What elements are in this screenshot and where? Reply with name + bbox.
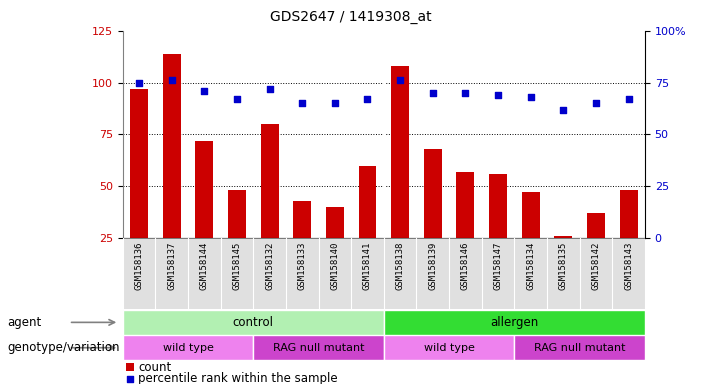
Bar [125, 363, 134, 371]
Text: agent: agent [7, 316, 41, 329]
Text: GSM158136: GSM158136 [135, 242, 144, 290]
Bar [424, 149, 442, 238]
Point [427, 90, 438, 96]
Bar [522, 192, 540, 238]
Bar [228, 190, 246, 238]
Text: genotype/variation: genotype/variation [7, 341, 119, 354]
Bar [253, 335, 384, 360]
Text: wild type: wild type [423, 343, 475, 353]
Text: GDS2647 / 1419308_at: GDS2647 / 1419308_at [270, 10, 431, 23]
Point [558, 106, 569, 113]
Text: GSM158140: GSM158140 [330, 242, 339, 290]
Bar [293, 201, 311, 238]
Text: GSM158143: GSM158143 [624, 242, 633, 290]
Bar [326, 207, 343, 238]
Text: GSM158133: GSM158133 [298, 242, 307, 290]
Bar [554, 236, 572, 238]
Bar [456, 172, 475, 238]
Text: GSM158137: GSM158137 [167, 242, 176, 290]
Point [231, 96, 243, 102]
Text: GSM158144: GSM158144 [200, 242, 209, 290]
Text: GSM158147: GSM158147 [494, 242, 503, 290]
Bar [587, 213, 605, 238]
Point [525, 94, 536, 100]
Point [590, 100, 601, 106]
Text: RAG null mutant: RAG null mutant [273, 343, 365, 353]
Text: control: control [233, 316, 273, 329]
Point [623, 96, 634, 102]
Point [492, 92, 503, 98]
Text: GSM158135: GSM158135 [559, 242, 568, 290]
Point [395, 78, 406, 84]
Point [166, 78, 177, 84]
Bar [261, 124, 278, 238]
Text: GSM158146: GSM158146 [461, 242, 470, 290]
Text: allergen: allergen [490, 316, 538, 329]
Bar [130, 89, 148, 238]
Bar [391, 66, 409, 238]
Bar [384, 310, 645, 335]
Bar [489, 174, 507, 238]
Point [124, 376, 135, 382]
Text: GSM158138: GSM158138 [395, 242, 404, 290]
Text: GSM158145: GSM158145 [233, 242, 241, 290]
Bar [163, 53, 181, 238]
Text: GSM158132: GSM158132 [265, 242, 274, 290]
Text: GSM158134: GSM158134 [526, 242, 535, 290]
Point [460, 90, 471, 96]
Bar [384, 335, 515, 360]
Bar [123, 335, 253, 360]
Bar [515, 335, 645, 360]
Text: GSM158139: GSM158139 [428, 242, 437, 290]
Bar [358, 166, 376, 238]
Point [133, 79, 144, 86]
Point [297, 100, 308, 106]
Text: GSM158141: GSM158141 [363, 242, 372, 290]
Bar [620, 190, 638, 238]
Point [329, 100, 341, 106]
Text: percentile rank within the sample: percentile rank within the sample [139, 372, 338, 384]
Text: count: count [139, 361, 172, 374]
Text: RAG null mutant: RAG null mutant [534, 343, 625, 353]
Bar [123, 310, 384, 335]
Point [264, 86, 275, 92]
Text: wild type: wild type [163, 343, 213, 353]
Point [362, 96, 373, 102]
Point [198, 88, 210, 94]
Bar [196, 141, 213, 238]
Text: GSM158142: GSM158142 [592, 242, 601, 290]
